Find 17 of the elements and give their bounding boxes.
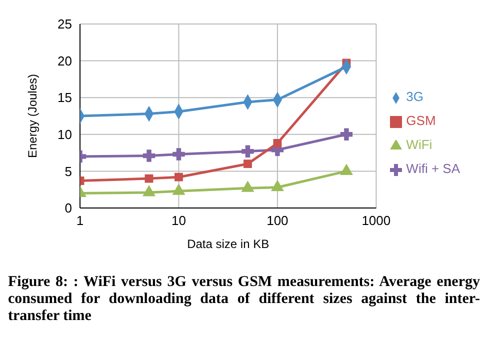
y-tick-label: 20 [58, 53, 72, 68]
x-tick-label: 1000 [362, 213, 391, 228]
x-tick-label: 1 [76, 213, 84, 228]
legend-label: Wifi + SA [406, 161, 460, 176]
legend-label: 3G [406, 89, 424, 104]
caption: Figure 8: : WiFi versus 3G versus GSM measurements: Average energy consumed for downloading data of different sizes against the inter-transfer time [8, 274, 480, 325]
x-axis-title: Data size in KB [187, 237, 270, 251]
legend-label: WiFi [406, 137, 432, 152]
x-tick-label: 10 [171, 213, 186, 228]
legend-label: GSM [406, 113, 436, 128]
x-tick-label: 100 [266, 213, 288, 228]
y-tick-label: 10 [58, 127, 72, 142]
y-tick-label: 25 [58, 16, 72, 32]
y-tick-label: 5 [64, 164, 72, 179]
y-tick-label: 15 [58, 90, 72, 106]
y-axis-title: Energy (Joules) [25, 74, 40, 158]
y-tick-label: 0 [64, 200, 72, 216]
